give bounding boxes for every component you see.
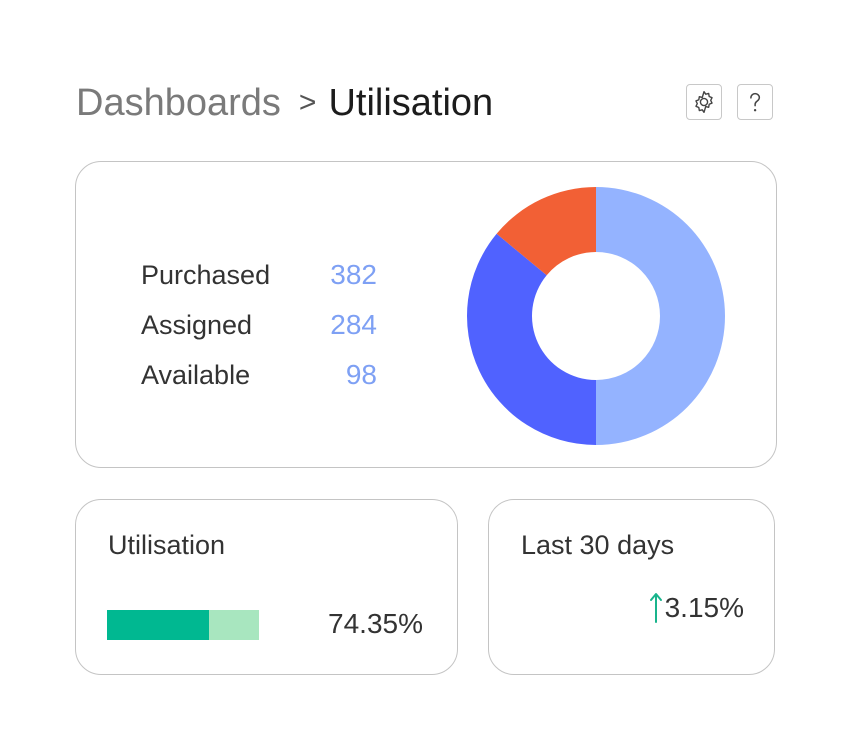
utilisation-card: Utilisation 74.35%	[75, 499, 458, 675]
stat-label: Purchased	[141, 259, 271, 290]
stat-value: 382	[330, 259, 377, 290]
stat-label: Available	[141, 359, 251, 390]
utilisation-progress-bar	[107, 610, 259, 640]
stat-value: 98	[345, 359, 377, 390]
arrow-up-icon	[649, 593, 662, 623]
gear-icon	[695, 91, 713, 113]
settings-button[interactable]	[686, 84, 722, 120]
utilisation-value: 74.35%	[328, 608, 423, 639]
trend-indicator: 3.15%	[649, 592, 744, 624]
trend-card: Last 30 days 3.15%	[488, 499, 775, 675]
breadcrumb: Dashboards > Utilisation	[76, 80, 493, 126]
stat-row-assigned: Assigned 284	[141, 300, 377, 350]
utilisation-title: Utilisation	[108, 530, 226, 560]
stat-value: 284	[330, 309, 377, 340]
license-summary-card: Purchased 382 Assigned 284 Available 98	[75, 161, 777, 468]
donut-chart	[467, 187, 725, 445]
utilisation-progress-fill	[107, 610, 209, 640]
help-button[interactable]	[737, 84, 773, 120]
breadcrumb-separator: >	[298, 86, 317, 119]
trend-value: 3.15%	[664, 592, 744, 623]
donut-slice-0	[596, 187, 725, 445]
page-title: Utilisation	[328, 81, 494, 124]
stat-row-available: Available 98	[141, 350, 377, 400]
license-stats: Purchased 382 Assigned 284 Available 98	[141, 250, 377, 400]
question-mark-icon	[750, 92, 761, 112]
donut-slice-1	[467, 233, 596, 445]
donut-slice-2	[496, 187, 596, 276]
breadcrumb-link-dashboards[interactable]: Dashboards	[76, 81, 281, 124]
stat-row-purchased: Purchased 382	[141, 250, 377, 300]
stat-label: Assigned	[141, 309, 253, 340]
trend-title: Last 30 days	[521, 530, 675, 560]
